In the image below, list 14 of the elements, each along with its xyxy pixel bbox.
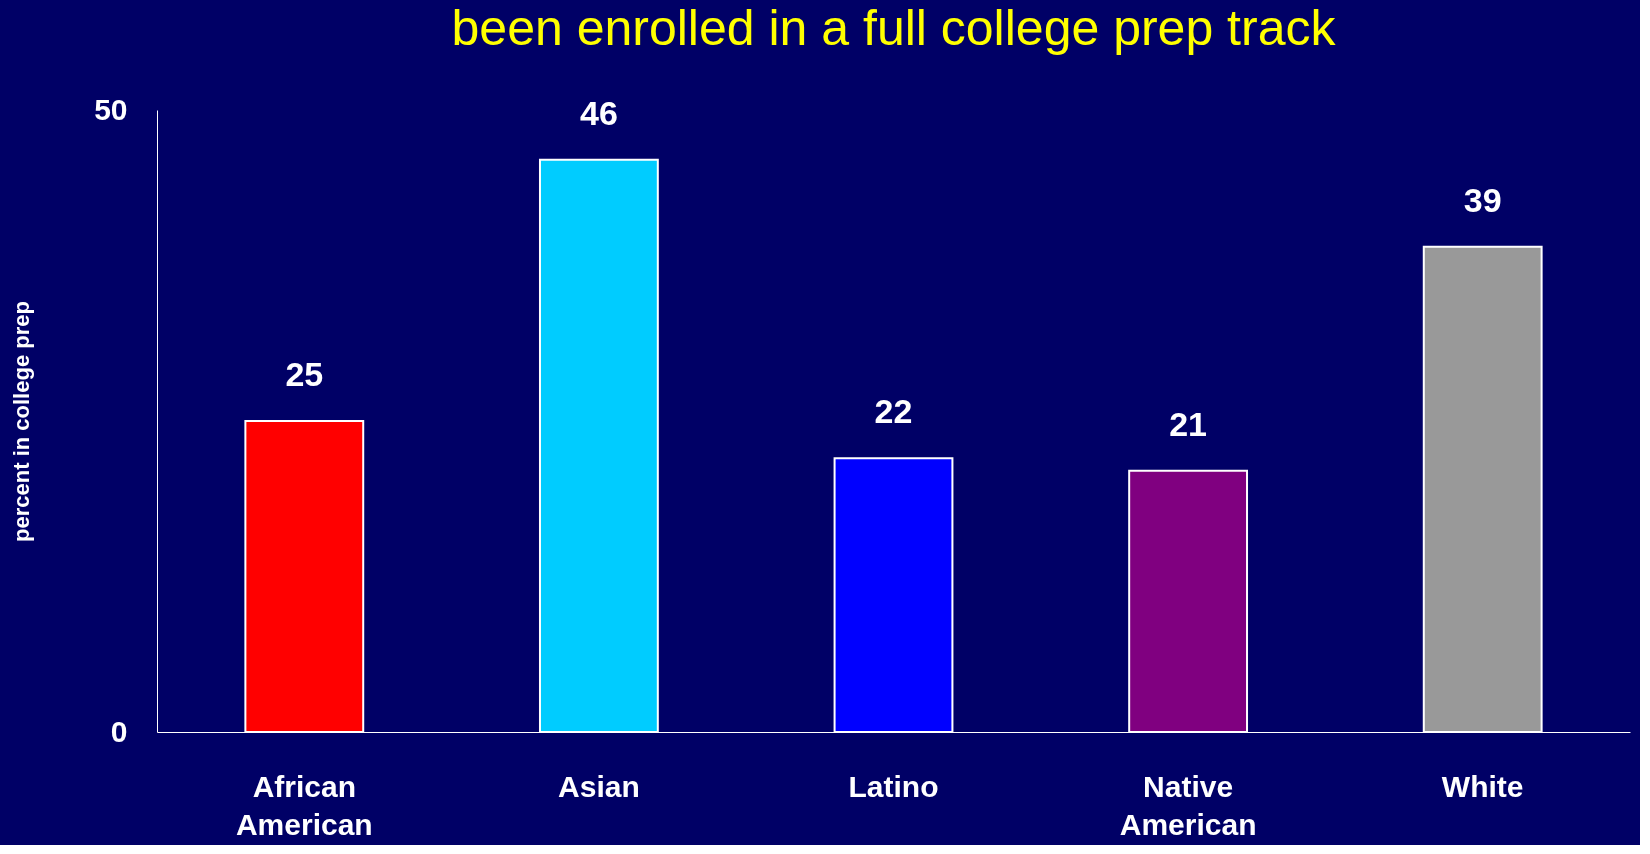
y-axis-title: percent in college prep [9, 301, 35, 542]
x-tick-label: African American [235, 769, 373, 841]
x-tick-label: Asian [558, 769, 640, 803]
data-label: 25 [285, 355, 324, 393]
x-tick-label: White [1441, 769, 1524, 803]
x-tick-label: Native American [1119, 769, 1257, 841]
chart-title: been enrolled in a full college prep track [451, 0, 1337, 56]
data-label: 39 [1463, 180, 1502, 219]
y-tick-label: 50 [94, 92, 128, 126]
data-label: 22 [874, 392, 913, 431]
data-label: 46 [579, 93, 618, 132]
x-tick-label: Latino [848, 769, 939, 803]
data-label: 21 [1169, 404, 1208, 443]
y-tick-label: 0 [110, 714, 128, 748]
